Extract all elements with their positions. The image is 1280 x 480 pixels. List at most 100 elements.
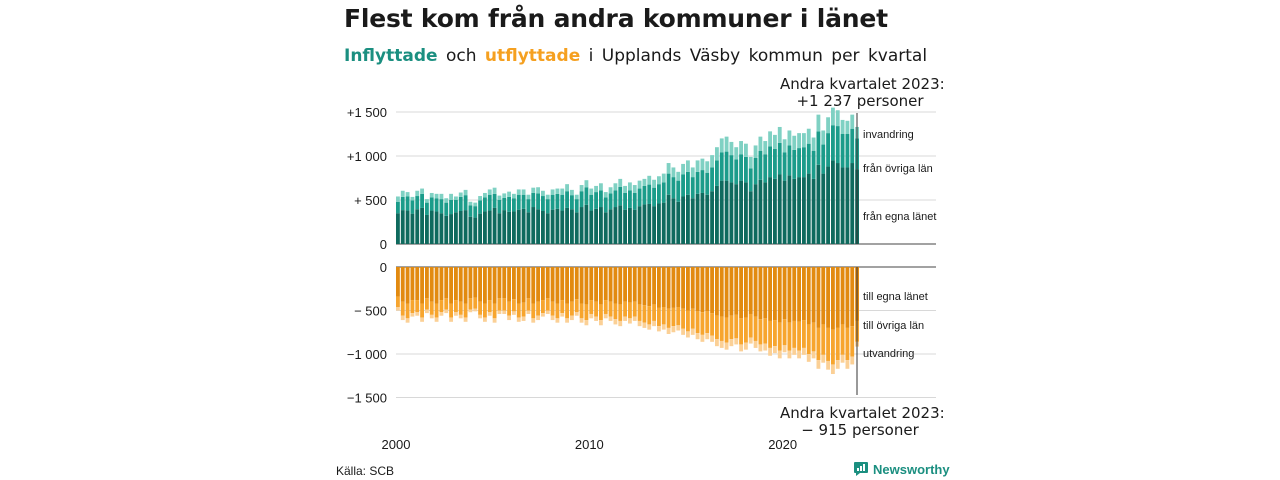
bar-inflow-county <box>729 182 734 244</box>
bar-outflow-emigration <box>632 316 637 321</box>
bar-inflow-other <box>632 192 637 210</box>
bar-inflow-immigration <box>623 185 627 193</box>
bar-outflow-county <box>608 267 613 302</box>
bar-outflow-county <box>729 267 734 316</box>
bar-inflow-county <box>642 204 647 244</box>
bar-inflow-county <box>555 208 560 244</box>
bar-inflow-other <box>570 195 574 210</box>
bar-inflow-county <box>681 196 685 244</box>
bar-inflow-immigration <box>536 187 540 194</box>
bar-outflow-county <box>623 267 627 302</box>
bar-inflow-immigration <box>724 136 729 152</box>
bar-outflow-county <box>671 267 676 308</box>
bar-outflow-county <box>458 267 463 302</box>
bar-outflow-other <box>777 322 782 351</box>
bar-inflow-county <box>565 207 569 244</box>
bar-outflow-emigration <box>821 354 826 363</box>
bar-outflow-other <box>705 311 710 334</box>
bar-outflow-emigration <box>550 315 555 321</box>
bar-outflow-county <box>516 267 521 304</box>
bar-outflow-county <box>850 267 855 327</box>
bar-inflow-immigration <box>439 193 444 200</box>
bar-outflow-emigration <box>748 337 753 344</box>
bar-inflow-county <box>608 209 613 244</box>
bar-inflow-other <box>806 143 811 174</box>
bar-outflow-county <box>487 267 492 301</box>
bar-outflow-emigration <box>603 313 608 319</box>
bar-inflow-county <box>429 210 434 244</box>
bar-outflow-county <box>695 267 700 312</box>
bar-outflow-other <box>618 304 623 321</box>
bar-inflow-other <box>835 126 840 164</box>
bar-inflow-other <box>719 152 724 181</box>
bar-outflow-other <box>715 315 719 340</box>
bar-outflow-emigration <box>729 339 734 347</box>
bar-inflow-county <box>507 211 511 244</box>
bar-outflow-county <box>463 267 468 304</box>
bar-inflow-county <box>531 207 536 244</box>
bar-inflow-immigration <box>850 114 855 129</box>
bar-inflow-county <box>782 180 787 244</box>
bar-inflow-other <box>603 197 608 213</box>
bar-outflow-emigration <box>835 360 840 369</box>
bar-inflow-county <box>777 174 782 244</box>
bar-inflow-immigration <box>473 202 478 207</box>
series-label-top: från egna länet <box>863 211 936 223</box>
bar-outflow-other <box>632 301 637 317</box>
bar-inflow-immigration <box>777 126 782 143</box>
bar-inflow-other <box>850 128 855 164</box>
bar-outflow-other <box>729 315 734 340</box>
bar-outflow-county <box>512 267 516 300</box>
bar-outflow-county <box>613 267 618 304</box>
bar-inflow-county <box>816 164 821 244</box>
bar-outflow-other <box>652 304 656 321</box>
bar-outflow-other <box>773 320 777 347</box>
bar-outflow-emigration <box>618 320 623 327</box>
bar-outflow-emigration <box>487 312 492 316</box>
bar-outflow-other <box>758 319 763 345</box>
bar-inflow-county <box>845 167 850 244</box>
bar-inflow-immigration <box>507 191 511 197</box>
bar-inflow-county <box>425 214 429 244</box>
bar-inflow-other <box>753 157 758 185</box>
bar-inflow-immigration <box>763 141 768 155</box>
bar-outflow-emigration <box>594 316 598 321</box>
bar-inflow-county <box>512 211 516 244</box>
bar-outflow-other <box>676 307 681 326</box>
bar-inflow-other <box>516 194 521 210</box>
bar-inflow-immigration <box>463 189 468 196</box>
bar-inflow-county <box>473 217 478 244</box>
bar-outflow-other <box>463 303 468 318</box>
bar-outflow-other <box>700 312 705 335</box>
bar-inflow-county <box>396 213 400 244</box>
bar-inflow-other <box>444 202 449 216</box>
bar-inflow-other <box>816 131 821 165</box>
bar-outflow-other <box>434 303 439 318</box>
bar-outflow-county <box>589 267 594 301</box>
bar-outflow-county <box>420 267 424 304</box>
bar-outflow-emigration <box>429 314 434 319</box>
bar-inflow-immigration <box>826 117 830 134</box>
bar-outflow-county <box>507 267 511 302</box>
top-y-tick-label: +1 500 <box>347 105 387 120</box>
bar-inflow-county <box>850 163 855 244</box>
bar-outflow-county <box>739 267 743 319</box>
bar-outflow-other <box>613 303 618 320</box>
bar-outflow-emigration <box>671 326 676 333</box>
top-y-tick-label: +1 000 <box>347 149 387 164</box>
bar-inflow-immigration <box>560 188 565 195</box>
bar-inflow-county <box>700 192 705 244</box>
bar-inflow-other <box>429 197 434 211</box>
bar-inflow-immigration <box>400 190 405 197</box>
bar-inflow-other <box>826 133 830 167</box>
bar-inflow-county <box>797 177 801 244</box>
bar-outflow-emigration <box>666 327 671 334</box>
bar-inflow-other <box>739 154 743 181</box>
bar-outflow-other <box>545 298 550 311</box>
bar-inflow-immigration <box>478 196 482 201</box>
x-tick-label: 2000 <box>382 437 411 452</box>
bar-inflow-other <box>492 193 497 208</box>
bar-outflow-county <box>676 267 681 308</box>
bar-inflow-immigration <box>541 190 545 197</box>
bar-outflow-county <box>719 267 724 317</box>
